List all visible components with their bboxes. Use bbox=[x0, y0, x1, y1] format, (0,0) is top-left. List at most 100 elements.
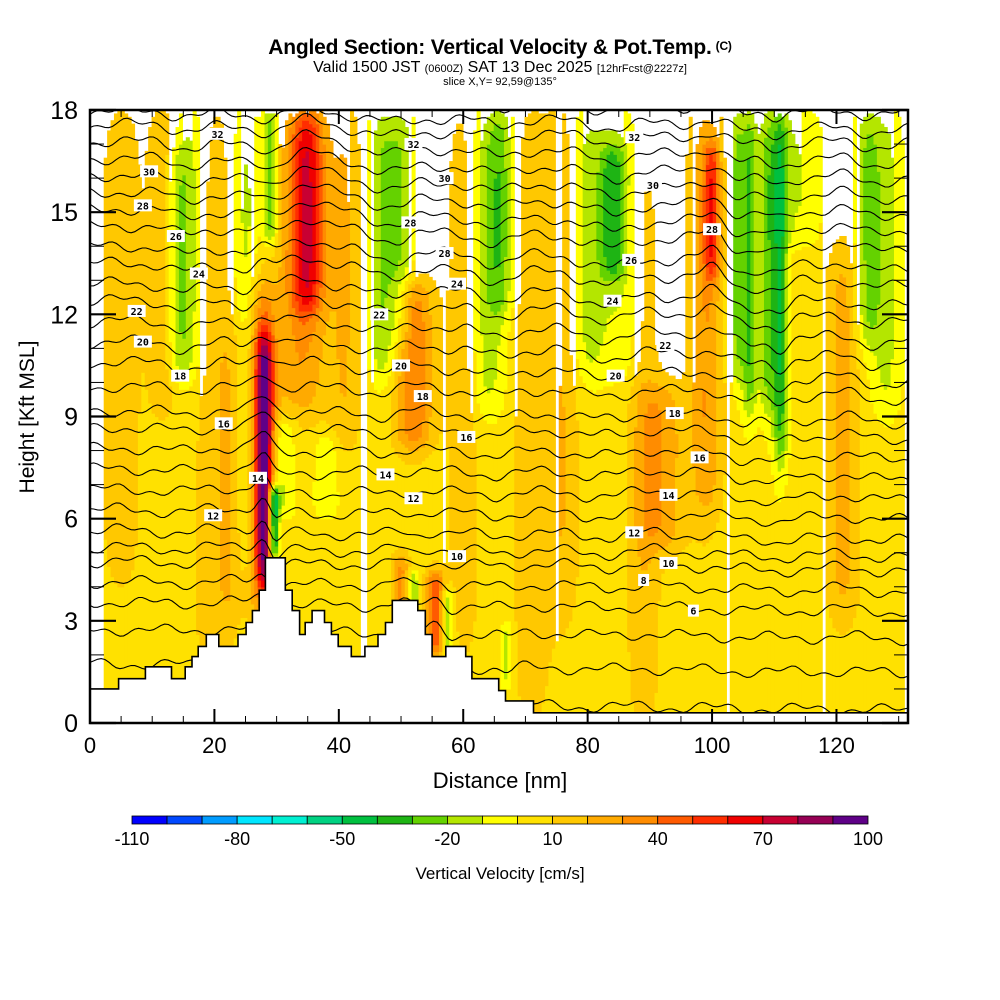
velocity-cell bbox=[592, 130, 597, 360]
velocity-cell bbox=[206, 181, 211, 717]
x-tick-label: 120 bbox=[818, 733, 855, 758]
velocity-cell bbox=[346, 344, 351, 452]
colorbar-swatch bbox=[587, 815, 624, 825]
velocity-cell bbox=[599, 389, 604, 723]
velocity-cell bbox=[158, 419, 163, 723]
velocity-cell bbox=[401, 443, 406, 462]
velocity-cell bbox=[264, 246, 269, 261]
velocity-cell bbox=[312, 426, 317, 482]
velocity-cell bbox=[394, 116, 399, 142]
velocity-cell bbox=[633, 535, 639, 717]
velocity-cell bbox=[271, 362, 276, 407]
velocity-cell bbox=[616, 147, 621, 162]
velocity-cell bbox=[329, 310, 334, 428]
velocity-cell bbox=[432, 280, 437, 452]
velocity-cell bbox=[647, 402, 652, 537]
velocity-cell bbox=[562, 634, 567, 723]
velocity-cell bbox=[620, 150, 625, 275]
velocity-cell bbox=[722, 474, 727, 723]
x-tick-label: 40 bbox=[327, 733, 351, 758]
velocity-cell bbox=[664, 389, 669, 547]
velocity-cell bbox=[418, 283, 423, 302]
velocity-cell bbox=[592, 392, 597, 723]
velocity-cell bbox=[161, 419, 166, 723]
velocity-cell bbox=[346, 201, 351, 346]
velocity-cell bbox=[736, 113, 741, 135]
velocity-cell bbox=[243, 256, 248, 319]
velocity-cell bbox=[438, 562, 443, 571]
velocity-cell bbox=[168, 181, 173, 343]
velocity-cell bbox=[421, 273, 426, 288]
velocity-cell bbox=[870, 351, 875, 404]
velocity-cell bbox=[137, 164, 142, 414]
velocity-cell bbox=[278, 266, 283, 407]
velocity-cell bbox=[124, 583, 129, 723]
velocity-cell bbox=[774, 436, 779, 462]
contour-label: 20 bbox=[606, 369, 625, 383]
velocity-cell bbox=[305, 120, 310, 132]
velocity-cell bbox=[428, 416, 433, 455]
velocity-cell bbox=[562, 406, 567, 527]
velocity-cell bbox=[271, 283, 276, 315]
velocity-cell bbox=[503, 389, 508, 622]
velocity-cell bbox=[319, 358, 324, 421]
contour-label: 14 bbox=[376, 468, 395, 481]
velocity-cell bbox=[592, 358, 597, 394]
velocity-cell bbox=[483, 385, 488, 421]
velocity-cell bbox=[274, 515, 279, 547]
velocity-cell bbox=[404, 331, 409, 360]
velocity-cell bbox=[189, 385, 194, 723]
velocity-cell bbox=[254, 253, 259, 285]
velocity-cell bbox=[702, 389, 707, 418]
velocity-cell bbox=[377, 120, 382, 370]
theta-contour-13 bbox=[90, 474, 908, 507]
velocity-cell bbox=[411, 440, 416, 452]
velocity-cell bbox=[859, 314, 864, 349]
contour-label-text: 16 bbox=[218, 419, 230, 430]
velocity-cell bbox=[880, 123, 885, 384]
velocity-cell bbox=[876, 419, 881, 723]
velocity-cell bbox=[267, 491, 272, 550]
velocity-cell bbox=[705, 280, 710, 322]
velocity-cell bbox=[750, 413, 755, 441]
velocity-cell bbox=[497, 266, 502, 312]
theta-contour-29 bbox=[90, 165, 908, 205]
velocity-cell bbox=[791, 229, 796, 254]
velocity-cell bbox=[657, 600, 662, 723]
velocity-cell bbox=[411, 569, 416, 574]
velocity-cell bbox=[254, 327, 259, 343]
velocity-cell bbox=[261, 314, 266, 326]
contour-label: 20 bbox=[133, 335, 152, 349]
velocity-cell bbox=[168, 385, 173, 411]
y-axis-label: Height [Kft MSL] bbox=[16, 340, 39, 494]
velocity-cell bbox=[192, 167, 197, 312]
velocity-cell bbox=[240, 222, 245, 322]
velocity-cell bbox=[148, 402, 153, 723]
velocity-cell bbox=[264, 297, 269, 312]
velocity-cell bbox=[267, 229, 272, 241]
velocity-cell bbox=[428, 562, 433, 571]
velocity-cell bbox=[603, 167, 608, 258]
velocity-cell bbox=[315, 150, 320, 285]
velocity-cell bbox=[688, 116, 693, 544]
theta-contour-6 bbox=[90, 619, 908, 647]
velocity-cell bbox=[165, 416, 170, 723]
velocity-cell bbox=[873, 413, 878, 723]
velocity-cell bbox=[627, 365, 632, 404]
velocity-cell bbox=[315, 321, 320, 384]
velocity-cell bbox=[274, 470, 279, 482]
velocity-cell bbox=[137, 413, 142, 723]
contour-label: 14 bbox=[248, 471, 267, 485]
contour-label: 28 bbox=[435, 247, 454, 260]
velocity-cell bbox=[777, 470, 782, 503]
velocity-cell bbox=[880, 423, 885, 723]
velocity-cell bbox=[189, 362, 194, 387]
velocity-cell bbox=[425, 440, 430, 458]
velocity-cell bbox=[746, 157, 751, 367]
velocity-cell bbox=[155, 416, 160, 723]
velocity-cell bbox=[377, 392, 382, 723]
velocity-cell bbox=[719, 116, 724, 162]
velocity-cell bbox=[408, 450, 413, 465]
velocity-cell bbox=[319, 154, 324, 288]
velocity-cell bbox=[770, 110, 775, 121]
